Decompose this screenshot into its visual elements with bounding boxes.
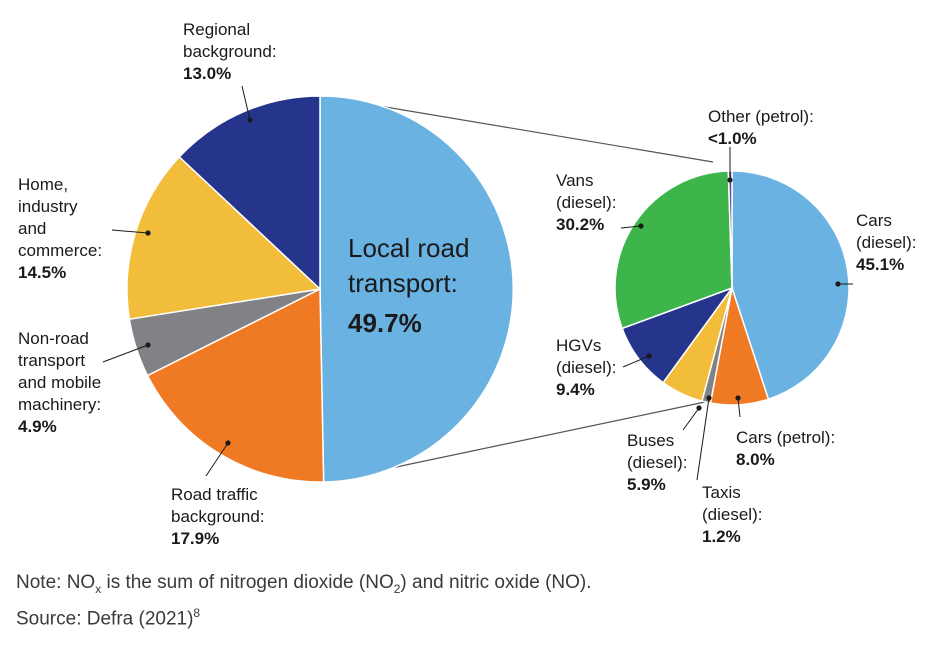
value-cars-petrol: 8.0% — [736, 450, 775, 469]
label-text: Cars (petrol): — [736, 428, 835, 447]
value-other-petrol: <1.0% — [708, 129, 757, 148]
leader-line-regional — [241, 85, 251, 121]
label-text: Home, — [18, 175, 68, 194]
leader-dot-taxis — [706, 395, 712, 401]
connector-line-bottom — [381, 401, 706, 471]
value-hgvs-diesel: 9.4% — [556, 380, 595, 399]
leader-dot-home — [145, 230, 151, 236]
leader-line-vans — [620, 225, 642, 229]
label-other-petrol: Other (petrol): <1.0% — [708, 107, 819, 148]
label-cars-petrol: Cars (petrol): 8.0% — [736, 428, 840, 469]
leader-line-home — [111, 229, 149, 234]
label-text: and — [18, 219, 46, 238]
label-non-road: Non-road transport and mobile machinery:… — [18, 329, 106, 436]
label-text: machinery: — [18, 395, 101, 414]
main-pie — [126, 95, 514, 483]
value-buses-diesel: 5.9% — [627, 475, 666, 494]
value-local-road-transport: 49.7% — [348, 308, 422, 338]
leader-line-taxis — [696, 397, 710, 481]
label-local-road-transport: Local road transport: 49.7% — [348, 233, 477, 338]
sub-pie — [614, 170, 850, 406]
label-text: Buses — [627, 431, 674, 450]
leader-dot-buses — [696, 405, 702, 411]
label-regional-background: Regional background: 13.0% — [183, 20, 281, 83]
label-text: (diesel): — [627, 453, 687, 472]
leader-dot-regional — [247, 117, 253, 123]
leader-line-cars-petrol — [737, 397, 741, 418]
label-buses-diesel: Buses (diesel): 5.9% — [627, 431, 692, 494]
value-vans-diesel: 30.2% — [556, 215, 604, 234]
leader-dot-vans — [638, 223, 644, 229]
note-prefix: Note: NO — [16, 572, 96, 593]
leader-line-nonroad — [102, 344, 149, 363]
label-text: industry — [18, 197, 78, 216]
leader-dot-cars-petrol — [735, 395, 741, 401]
value-non-road: 4.9% — [18, 417, 57, 436]
chart-source: Source: Defra (2021)8 — [16, 606, 200, 630]
label-text: Non-road — [18, 329, 89, 348]
leader-line-buses — [682, 407, 700, 431]
chart-note: Note: NOx is the sum of nitrogen dioxide… — [16, 572, 592, 596]
leader-dot-nonroad — [145, 342, 151, 348]
label-cars-diesel: Cars (diesel): 45.1% — [856, 211, 921, 274]
value-cars-diesel: 45.1% — [856, 255, 904, 274]
source-text: Source: Defra (2021) — [16, 608, 194, 630]
label-text: Road traffic — [171, 485, 258, 504]
label-text: Taxis — [702, 483, 741, 502]
label-text: Regional — [183, 20, 250, 39]
label-taxis-diesel: Taxis (diesel): 1.2% — [702, 483, 767, 546]
label-text: Local road — [348, 233, 469, 263]
label-text: commerce: — [18, 241, 102, 260]
note-middle: is the sum of nitrogen dioxide (NO — [101, 572, 394, 593]
slice-regional-background — [178, 95, 321, 291]
label-road-traffic-background: Road traffic background: 17.9% — [171, 485, 269, 548]
label-home-industry: Home, industry and commerce: 14.5% — [18, 175, 107, 282]
note-sub-x: x — [95, 581, 102, 596]
leader-line-roadtraffic — [205, 442, 229, 477]
slice-cars-diesel — [731, 170, 850, 401]
label-text: HGVs — [556, 336, 601, 355]
slice-vans-diesel — [614, 170, 733, 330]
leader-dot-roadtraffic — [225, 440, 231, 446]
label-hgvs-diesel: HGVs (diesel): 9.4% — [556, 336, 621, 399]
label-text: Other (petrol): — [708, 107, 814, 126]
label-text: Vans — [556, 171, 594, 190]
value-road-traffic-background: 17.9% — [171, 529, 219, 548]
leader-line-hgvs — [622, 355, 650, 368]
label-text: background: — [171, 507, 265, 526]
label-text: and mobile — [18, 373, 101, 392]
label-text: transport: — [348, 268, 458, 298]
note-sub-2: 2 — [393, 581, 401, 596]
value-home-industry: 14.5% — [18, 263, 66, 282]
value-regional-background: 13.0% — [183, 64, 231, 83]
value-taxis-diesel: 1.2% — [702, 527, 741, 546]
label-vans-diesel: Vans (diesel): 30.2% — [556, 171, 621, 234]
label-text: transport — [18, 351, 85, 370]
label-text: (diesel): — [556, 193, 616, 212]
leader-dot-cars-diesel — [835, 281, 841, 287]
label-text: (diesel): — [556, 358, 616, 377]
leader-lines — [102, 85, 853, 481]
label-text: background: — [183, 42, 277, 61]
slice-local-road-transport — [319, 95, 514, 483]
note-suffix: ) and nitric oxide (NO). — [400, 572, 592, 593]
source-footnote: 8 — [193, 606, 201, 620]
label-text: Cars — [856, 211, 892, 230]
pie-charts: Regional background: 13.0% Home, industr… — [18, 20, 921, 548]
label-text: (diesel): — [856, 233, 916, 252]
leader-dot-other — [727, 177, 733, 183]
label-text: (diesel): — [702, 505, 762, 524]
leader-dot-hgvs — [646, 353, 652, 359]
